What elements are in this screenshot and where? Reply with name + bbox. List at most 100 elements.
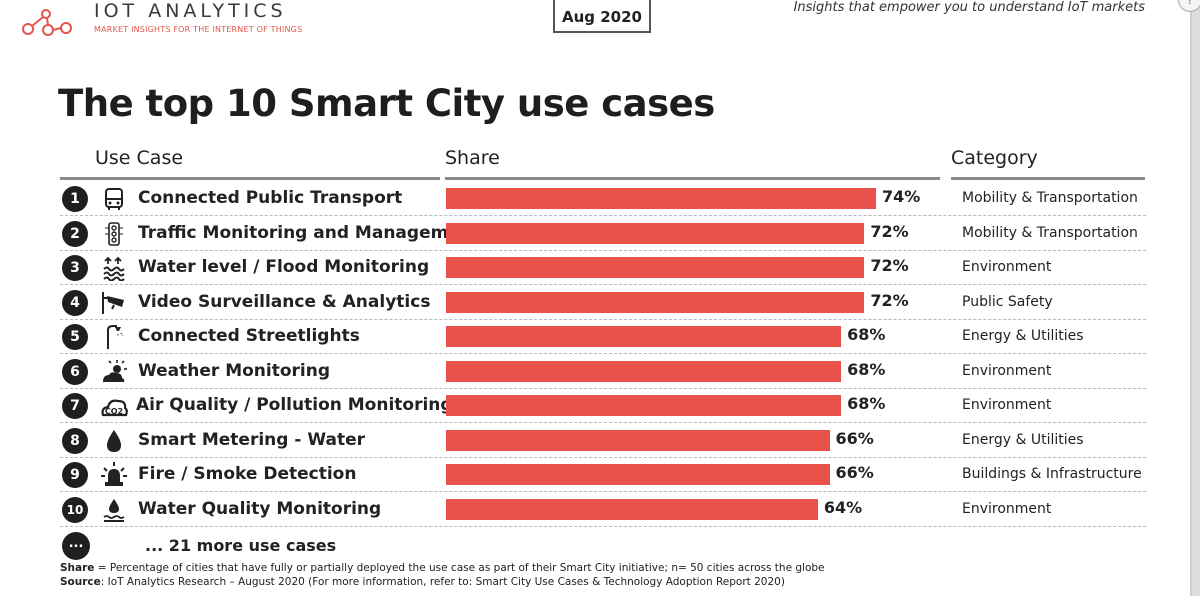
chart-row: 6 Weather Monitoring 68% Environment	[0, 355, 1150, 389]
rank-badge: 5	[62, 324, 88, 350]
chart-row: 9 Fire / Smoke Detection 66% Buildings & In…	[0, 458, 1150, 492]
chart-title: The top 10 Smart City use cases	[58, 82, 715, 125]
chart-row: 10 Water Quality Monitoring 64% Environment	[0, 493, 1150, 527]
category-label: Public Safety	[962, 293, 1053, 310]
category-label: Environment	[962, 362, 1052, 379]
chart-row: 3 Water level / Flood Monitoring 72% Enviro…	[0, 251, 1150, 285]
category-label: Environment	[962, 259, 1052, 275]
share-value-label: 64%	[823, 497, 863, 517]
header-rule-category	[951, 177, 1145, 180]
rank-badge: 8	[62, 427, 88, 454]
traffic-light-icon	[105, 221, 123, 246]
header-rule-use-case	[60, 177, 440, 180]
use-case-label: Traffic Monitoring and Management	[138, 222, 481, 243]
tagline: Insights that empower you to understand …	[793, 0, 1145, 15]
use-case-label: Water Quality Monitoring	[138, 498, 382, 519]
category-label: Environment	[962, 397, 1052, 413]
row-divider	[60, 491, 1146, 492]
share-bar	[446, 464, 830, 485]
share-bar	[446, 257, 865, 278]
bus-icon	[105, 188, 123, 210]
more-use-cases: ... 21 more use cases	[145, 536, 337, 555]
share-value-label: 66%	[835, 463, 874, 482]
share-bar	[446, 188, 876, 209]
category-label: Energy & Utilities	[962, 328, 1084, 344]
share-bar	[446, 326, 842, 347]
use-case-label: Air Quality / Pollution Monitoring	[136, 395, 453, 415]
row-divider	[60, 456, 1146, 458]
use-case-label: Weather Monitoring	[138, 360, 331, 381]
rank-badge: 10	[62, 496, 88, 523]
rank-badge: 1	[62, 186, 88, 212]
use-case-label: Connected Streetlights	[138, 326, 360, 346]
water-drop-icon	[107, 429, 121, 452]
co2-cloud-icon: CO2	[101, 399, 128, 417]
share-value-label: 66%	[835, 428, 874, 448]
row-divider	[60, 318, 1146, 320]
header-rule-share	[445, 177, 940, 180]
category-label: Mobility & Transportation	[962, 190, 1138, 206]
use-case-label: Fire / Smoke Detection	[138, 464, 357, 484]
rank-badge: 4	[62, 289, 88, 316]
share-value-label: 68%	[847, 325, 886, 344]
rank-badge: 9	[62, 462, 88, 488]
column-header-share: Share	[445, 147, 500, 169]
share-value-label: 68%	[847, 359, 886, 379]
chart-row: 2 Traffic Monitoring and Management 72% Mob…	[0, 217, 1150, 251]
window-edge	[1192, 0, 1200, 596]
category-label: Mobility & Transportation	[962, 224, 1138, 241]
use-case-label: Smart Metering - Water	[138, 429, 365, 450]
brand-subtitle: MARKET INSIGHTS FOR THE INTERNET OF THIN…	[94, 25, 303, 34]
category-label: Environment	[962, 500, 1052, 517]
date-badge: Aug 2020	[553, 0, 651, 33]
share-value-label: 72%	[870, 256, 909, 275]
share-bar	[446, 291, 865, 313]
chart-row: 1 Connected Public Transport 74% Mobility &…	[0, 182, 1150, 216]
category-label: Buildings & Infrastructure	[962, 466, 1142, 482]
chart-row: 8 Smart Metering - Water 66% Energy & Utili…	[0, 424, 1150, 458]
column-header-category: Category	[951, 147, 1038, 169]
category-label: Energy & Utilities	[962, 431, 1084, 448]
streetlight-icon	[107, 325, 124, 349]
svg-text:CO2: CO2	[105, 407, 123, 416]
row-divider	[60, 284, 1146, 285]
row-divider	[60, 215, 1146, 216]
iot-analytics-logo-icon	[22, 9, 72, 36]
row-divider	[60, 387, 1146, 389]
row-divider	[60, 422, 1146, 423]
water-quality-icon	[103, 498, 125, 522]
footnote-source-label: Source	[60, 576, 101, 588]
footnote-source: Source: IoT Analytics Research – August …	[60, 576, 785, 588]
more-badge: ...	[62, 532, 90, 560]
rank-badge: 3	[62, 255, 88, 281]
share-bar	[446, 395, 842, 416]
row-divider	[60, 249, 1146, 251]
use-case-label: Video Surveillance & Analytics	[138, 291, 431, 312]
share-value-label: 72%	[870, 221, 909, 241]
security-camera-icon	[102, 291, 124, 314]
footnote-share-label: Share	[60, 562, 95, 574]
footnote-share: Share = Percentage of cities that have f…	[60, 562, 825, 574]
share-bar	[446, 498, 818, 520]
share-bar	[446, 429, 830, 451]
weather-icon	[103, 359, 127, 382]
share-bar	[446, 222, 865, 244]
alarm-siren-icon	[101, 462, 127, 486]
brand-name: IOT ANALYTICS	[94, 0, 287, 22]
chart-row: 5 Connected Streetlights 68% Energy & Utili…	[0, 320, 1150, 354]
rank-badge: 2	[62, 220, 88, 247]
chart-row: 7 CO2 Air Quality / Pollution Monitoring 68…	[0, 389, 1150, 423]
use-case-label: Connected Public Transport	[138, 188, 403, 208]
flood-icon	[103, 256, 125, 281]
footnote-share-text: = Percentage of cities that have fully o…	[94, 562, 825, 574]
chart-row: 4 Video Surveillance & Analytics 72% Public…	[0, 286, 1150, 320]
footnote-source-text: : IoT Analytics Research – August 2020 (…	[100, 576, 785, 588]
share-value-label: 74%	[882, 187, 921, 206]
column-header-use-case: Use Case	[95, 147, 184, 169]
row-divider	[60, 353, 1146, 354]
share-bar	[446, 360, 842, 382]
use-case-label: Water level / Flood Monitoring	[138, 257, 430, 277]
share-value-label: 68%	[847, 394, 886, 413]
rank-badge: 6	[62, 358, 88, 385]
